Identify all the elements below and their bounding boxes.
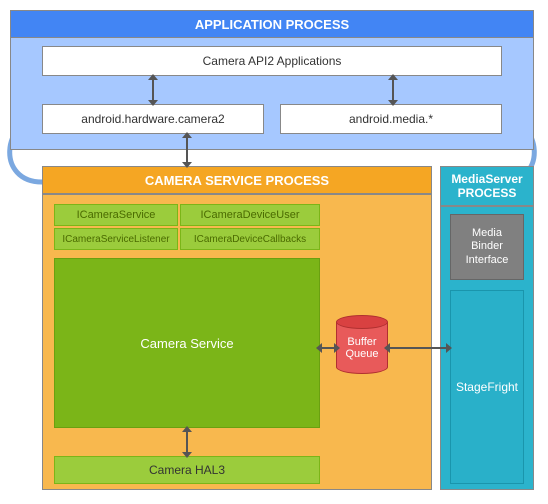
api2-applications-box: Camera API2 Applications (42, 46, 502, 76)
stagefright-box: StageFright (450, 290, 524, 484)
arrow-api2-media (392, 80, 394, 100)
mediaserver-title-line1: MediaServer (451, 172, 522, 186)
icameradeviceuser-box: ICameraDeviceUser (180, 204, 320, 226)
icameraservicelistener-box: ICameraServiceListener (54, 228, 178, 250)
camera-service-process-header: CAMERA SERVICE PROCESS (42, 166, 432, 194)
icameraservice-box: ICameraService (54, 204, 178, 226)
arrow-bufferqueue-stagefright (390, 347, 446, 349)
icameradevicecallbacks-box: ICameraDeviceCallbacks (180, 228, 320, 250)
buffer-queue-line2: Queue (345, 348, 378, 360)
mediaserver-process-header: MediaServer PROCESS (440, 166, 534, 206)
camera-service-box: Camera Service (54, 258, 320, 428)
arrow-bufferqueue-cameraservice (322, 347, 334, 349)
android-hardware-camera2-box: android.hardware.camera2 (42, 104, 264, 134)
camera-hal3-box: Camera HAL3 (54, 456, 320, 484)
diagram-canvas: APPLICATION PROCESS Camera API2 Applicat… (0, 0, 548, 504)
arrow-cameraservice-hal3 (186, 432, 188, 452)
arrow-api2-camera2 (152, 80, 154, 100)
arrow-camera2-csp (186, 138, 188, 162)
android-media-box: android.media.* (280, 104, 502, 134)
buffer-queue-cylinder: Buffer Queue (336, 322, 388, 374)
media-binder-interface-box: Media Binder Interface (450, 214, 524, 280)
application-process-header: APPLICATION PROCESS (10, 10, 534, 38)
buffer-queue-line1: Buffer (347, 336, 376, 348)
mediaserver-title-line2: PROCESS (458, 186, 517, 200)
